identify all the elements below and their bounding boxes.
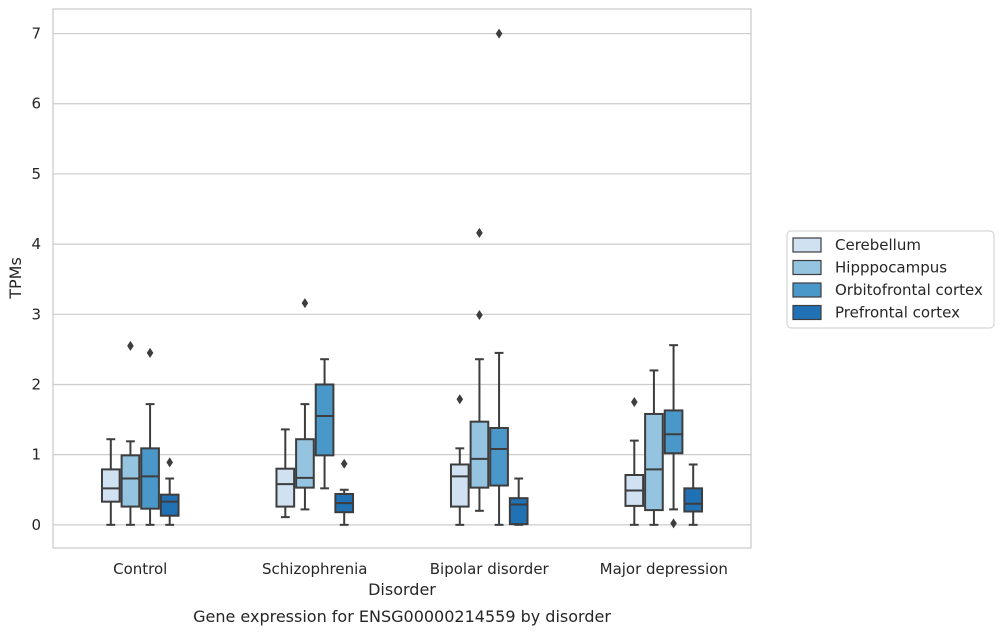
box-hipppocampus (120, 340, 141, 526)
box-body (683, 487, 704, 513)
y-tick-label: 1 (31, 446, 41, 464)
box-hipppocampus (469, 227, 490, 512)
legend-label: Orbitofrontal cortex (835, 281, 983, 299)
box-prefrontal-cortex (159, 457, 180, 526)
y-tick-label: 3 (31, 305, 41, 323)
box-body (489, 426, 509, 487)
box-cerebellum (624, 397, 645, 526)
y-axis-label: TPMs (6, 257, 25, 300)
box-orbitofrontal-cortex (314, 358, 335, 490)
box-body (275, 467, 296, 508)
outlier-point (146, 347, 154, 358)
box-body (100, 468, 121, 503)
chart-caption: Gene expression for ENSG00000214559 by d… (193, 607, 611, 626)
y-tick-label: 0 (31, 516, 41, 534)
box-body (159, 493, 180, 517)
box-body (644, 412, 664, 512)
legend: Cerebellum Hipppocampus Orbitofrontal cort… (786, 230, 995, 329)
legend-label: Prefrontal cortex (835, 304, 960, 322)
plot-frame (52, 8, 752, 549)
x-tick-label: Major depression (600, 560, 728, 578)
outlier-point (476, 309, 483, 320)
outlier-point (495, 28, 503, 39)
legend-swatch (792, 259, 822, 276)
y-tick-label: 4 (31, 235, 41, 253)
x-tick-labels: Control Schizophrenia Bipolar disorder Majo… (113, 560, 728, 578)
box-prefrontal-cortex (334, 458, 355, 526)
box-body (314, 383, 335, 457)
box-orbitofrontal-cortex (663, 344, 684, 529)
legend-label: Cerebellum (835, 236, 921, 254)
legend-swatch (792, 304, 822, 321)
y-tick-label: 2 (31, 375, 41, 393)
box-cerebellum (100, 438, 121, 526)
x-tick-label: Bipolar disorder (430, 560, 550, 578)
boxes-layer (100, 28, 704, 529)
box-hipppocampus (644, 369, 664, 526)
box-body (295, 438, 315, 489)
box-cerebellum (449, 394, 470, 526)
outlier-point (340, 458, 348, 469)
legend-swatch (792, 237, 822, 253)
box-body (140, 447, 160, 510)
legend-swatch (792, 282, 822, 298)
outlier-point (127, 340, 134, 351)
outlier-point (476, 227, 483, 238)
box-body (449, 463, 470, 508)
outlier-point (631, 397, 638, 408)
box-orbitofrontal-cortex (140, 347, 160, 526)
x-axis-label: Disorder (368, 580, 436, 599)
box-body (663, 409, 684, 455)
box-body (469, 420, 490, 489)
box-hipppocampus (295, 298, 315, 511)
box-prefrontal-cortex (683, 463, 704, 526)
y-tick-label: 5 (31, 165, 41, 183)
outlier-point (670, 518, 677, 529)
x-tick-label: Schizophrenia (262, 560, 367, 578)
box-cerebellum (275, 428, 296, 519)
legend-frame (786, 230, 995, 329)
box-orbitofrontal-cortex (489, 28, 509, 526)
y-tick-labels: 0 1 2 3 4 5 6 7 (31, 25, 41, 534)
y-tick-label: 6 (31, 95, 41, 113)
x-tick-label: Control (113, 560, 167, 578)
box-prefrontal-cortex (508, 477, 529, 526)
legend-label: Hipppocampus (835, 259, 947, 277)
outlier-point (456, 394, 464, 405)
outlier-point (301, 298, 309, 309)
box-body (120, 454, 141, 508)
y-tick-label: 7 (31, 25, 41, 43)
outlier-point (166, 457, 173, 468)
box-body (508, 497, 529, 526)
